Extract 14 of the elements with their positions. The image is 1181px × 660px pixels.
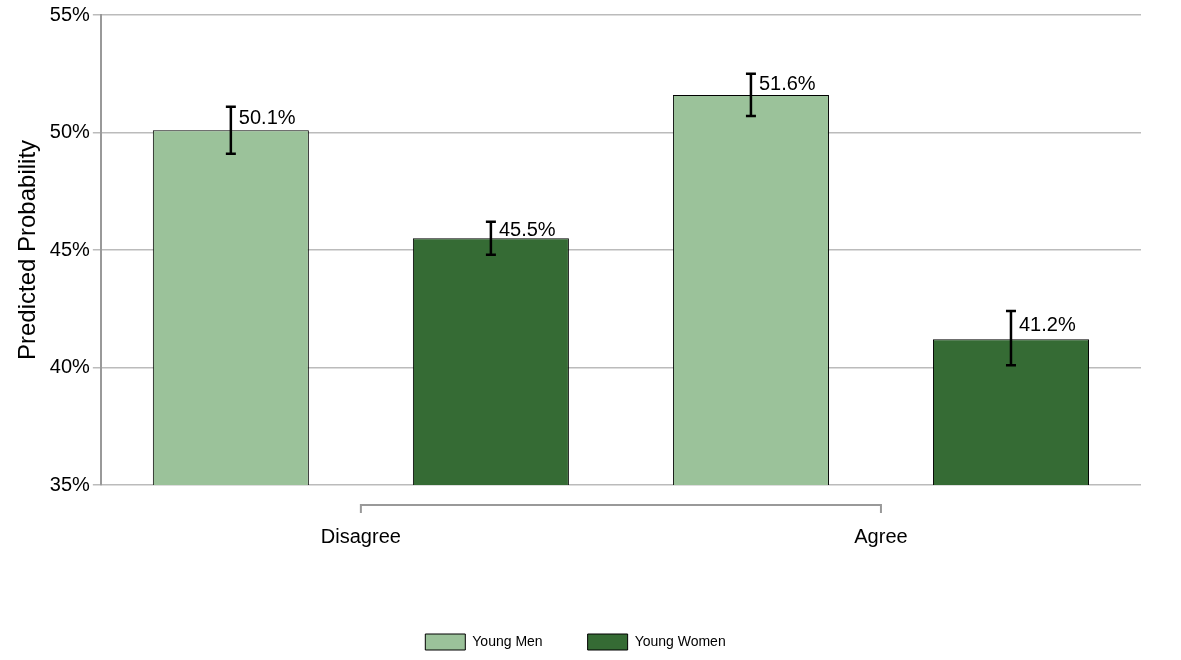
y-tick-label: 55% xyxy=(49,2,91,25)
legend-label: Young Women xyxy=(634,632,726,649)
x-tick-label: Agree xyxy=(854,524,908,547)
y-tick-label: 40% xyxy=(49,355,91,378)
y-axis-title: Predicted Probability xyxy=(13,139,41,361)
y-tick-label: 50% xyxy=(49,120,91,143)
legend-label: Young Men xyxy=(472,632,543,649)
data-label: 51.6% xyxy=(758,71,816,94)
data-label: 41.2% xyxy=(1018,312,1076,335)
y-tick-label: 35% xyxy=(49,472,91,495)
data-label: 45.5% xyxy=(498,217,556,240)
data-label: 50.1% xyxy=(238,105,296,128)
y-tick-label: 45% xyxy=(49,237,91,260)
x-tick-label: Disagree xyxy=(320,524,401,547)
